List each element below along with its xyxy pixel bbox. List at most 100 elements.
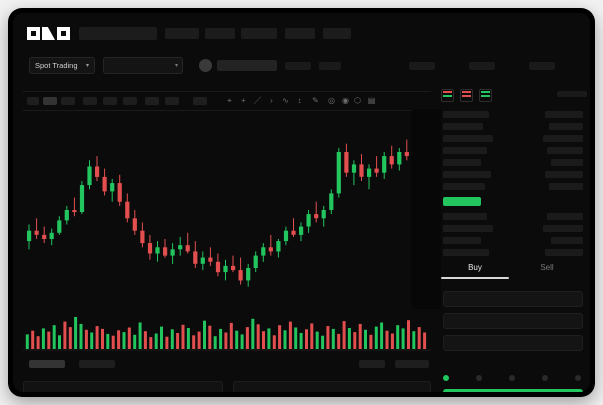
orderbook-view-tabs — [441, 89, 492, 102]
orderbook-ask-row[interactable] — [549, 183, 583, 190]
nav-item-4[interactable] — [285, 28, 315, 39]
nav-item-3[interactable] — [241, 28, 277, 39]
amount-slider[interactable] — [443, 373, 583, 383]
orderbook-ask-row[interactable] — [543, 135, 583, 142]
book-both-icon[interactable] — [441, 89, 454, 102]
orderbook-bid-row[interactable] — [443, 237, 481, 244]
orderbook-bid-row[interactable] — [443, 213, 487, 220]
eye-icon[interactable]: ◉ — [342, 96, 349, 105]
interval-pill-1[interactable] — [27, 97, 39, 105]
bottom-panel-left[interactable] — [23, 381, 223, 392]
interval-pill-4[interactable] — [83, 97, 97, 105]
interval-pill-3[interactable] — [61, 97, 75, 105]
orderbook-ask-row[interactable] — [545, 111, 583, 118]
tab-sell[interactable]: Sell — [540, 263, 554, 272]
stat-change — [319, 62, 341, 70]
trendline-icon[interactable]: ／ — [253, 96, 262, 105]
orderbook-bid-row[interactable] — [443, 225, 493, 232]
book-asks-icon[interactable] — [460, 89, 473, 102]
tablet-frame: Spot Trading ▾ ▾ ⌖ + ／ › ∿ — [8, 8, 595, 397]
buy-submit-button[interactable] — [443, 389, 583, 392]
orderbook-ask-row[interactable] — [443, 183, 485, 190]
interval-pill-7[interactable] — [145, 97, 159, 105]
orderbook-ask-row[interactable] — [443, 171, 491, 178]
search-input[interactable] — [79, 27, 157, 40]
chart-right-overlay — [411, 109, 441, 309]
interval-pill-2[interactable] — [43, 97, 57, 105]
orderbook-ask-row[interactable] — [549, 123, 583, 130]
chevron-down-icon: ▾ — [174, 63, 178, 69]
slider-dot-2[interactable] — [509, 375, 515, 381]
orderbook-header — [557, 91, 587, 97]
slider-dot-1[interactable] — [476, 375, 482, 381]
orders-tabs — [23, 357, 431, 371]
orderbook-ask-row[interactable] — [443, 159, 481, 166]
coin-avatar — [199, 59, 212, 72]
top-navigation-bar — [13, 13, 590, 45]
okx-logo[interactable] — [27, 27, 71, 40]
logo-glyph-3 — [57, 27, 70, 40]
trading-mode-label: Spot Trading — [35, 61, 78, 70]
slider-dot-4[interactable] — [575, 375, 581, 381]
orderbook-ask-row[interactable] — [443, 111, 489, 118]
orderbook-bid-row[interactable] — [543, 225, 583, 232]
orderbook-ask-row[interactable] — [443, 147, 487, 154]
order-amount-field[interactable] — [443, 313, 583, 329]
stat-high — [409, 62, 435, 70]
tab-assets[interactable] — [395, 360, 429, 368]
cursor-icon[interactable]: ⌖ — [227, 96, 232, 105]
volume-svg — [23, 317, 431, 351]
orderbook-ask-row[interactable] — [443, 123, 483, 130]
ruler-icon[interactable]: ↕ — [297, 96, 302, 105]
slider-dot-0[interactable] — [443, 375, 449, 381]
tab-order-history[interactable] — [79, 360, 115, 368]
chart-toolbar: ⌖ + ／ › ∿ ↕ ✎ ◎ ◉ ⬡ ▤ — [23, 91, 431, 111]
orderbook-ask-row[interactable] — [545, 171, 583, 178]
slider-dot-3[interactable] — [542, 375, 548, 381]
pair-name-label — [217, 60, 277, 71]
pair-select[interactable]: ▾ — [103, 57, 183, 74]
magnet-icon[interactable]: ◎ — [328, 96, 335, 105]
order-price-field[interactable] — [443, 291, 583, 307]
interval-pill-5[interactable] — [103, 97, 117, 105]
bottom-panel-right[interactable] — [233, 381, 431, 392]
orderbook-bid-row[interactable] — [443, 249, 489, 256]
stat-last-price — [285, 62, 311, 70]
interval-pill-9[interactable] — [193, 97, 207, 105]
nav-item-2[interactable] — [205, 28, 235, 39]
nav-item-1[interactable] — [165, 28, 199, 39]
orderbook-panel: Buy Sell — [437, 85, 589, 392]
tab-active-underline — [441, 277, 509, 279]
chevron-down-icon: ▾ — [85, 63, 89, 69]
volume-chart — [23, 313, 431, 355]
orderbook-bid-row[interactable] — [547, 213, 583, 220]
tab-positions[interactable] — [359, 360, 385, 368]
crosshair-icon[interactable]: + — [241, 96, 246, 105]
nav-item-5[interactable] — [323, 28, 351, 39]
lock-icon[interactable]: ⬡ — [354, 96, 361, 105]
book-bids-icon[interactable] — [479, 89, 492, 102]
tab-buy[interactable]: Buy — [468, 263, 482, 272]
orderbook-ask-row[interactable] — [551, 159, 583, 166]
trash-icon[interactable]: ▤ — [367, 96, 376, 105]
price-chart[interactable] — [23, 111, 431, 309]
orderbook-spread-price — [443, 197, 481, 206]
interval-pill-8[interactable] — [165, 97, 179, 105]
order-total-field[interactable] — [443, 335, 583, 351]
buy-sell-tabs: Buy Sell — [441, 263, 585, 283]
tab-open-orders[interactable] — [29, 360, 65, 368]
orderbook-ask-row[interactable] — [443, 135, 493, 142]
logo-glyph-2 — [42, 27, 55, 40]
brush-icon[interactable]: ✎ — [312, 96, 319, 105]
chevron-icon[interactable]: › — [270, 96, 273, 105]
app-screen: Spot Trading ▾ ▾ ⌖ + ／ › ∿ — [13, 13, 590, 392]
wave-icon[interactable]: ∿ — [282, 96, 289, 105]
orderbook-ask-row[interactable] — [547, 147, 583, 154]
interval-pill-6[interactable] — [123, 97, 137, 105]
orderbook-bid-row[interactable] — [545, 249, 583, 256]
trading-mode-select[interactable]: Spot Trading ▾ — [29, 57, 95, 74]
candlestick-svg — [27, 131, 425, 287]
orderbook-bid-row[interactable] — [551, 237, 583, 244]
logo-glyph-1 — [27, 27, 40, 40]
stat-low — [469, 62, 495, 70]
